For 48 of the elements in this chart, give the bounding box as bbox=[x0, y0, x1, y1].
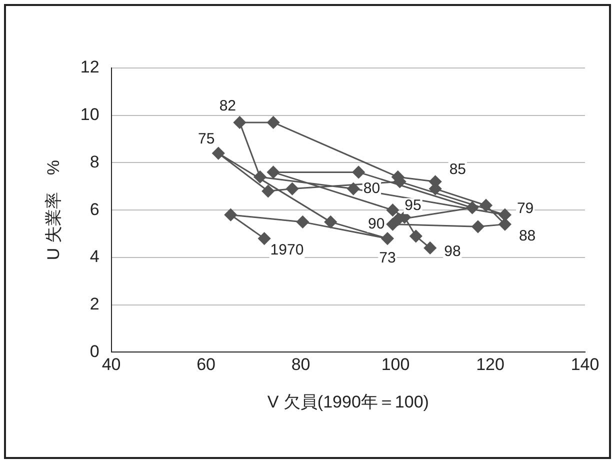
point bbox=[267, 116, 280, 129]
annotation: 90 bbox=[368, 215, 385, 232]
y-tick-label: 8 bbox=[90, 152, 100, 172]
y-axis-title: U 失業率 % bbox=[44, 160, 63, 260]
point bbox=[498, 208, 512, 222]
point bbox=[472, 220, 484, 233]
point bbox=[347, 182, 360, 196]
point bbox=[498, 218, 512, 231]
point bbox=[233, 116, 246, 129]
point bbox=[410, 230, 422, 242]
annotation: 95 bbox=[404, 197, 422, 214]
annotation: 80 bbox=[363, 180, 380, 197]
y-tick-label: 10 bbox=[80, 105, 100, 124]
x-axis-title: V 欠員(1990年＝100) bbox=[267, 392, 429, 412]
point bbox=[386, 204, 399, 216]
annotation: 1970 bbox=[270, 242, 304, 259]
x-tick-label: 60 bbox=[196, 355, 216, 374]
point bbox=[224, 208, 237, 222]
y-tick-label: 12 bbox=[80, 58, 100, 77]
annotation: 85 bbox=[449, 160, 466, 178]
point bbox=[480, 199, 492, 212]
annotation: 73 bbox=[379, 250, 396, 267]
x-tick-label: 100 bbox=[381, 355, 410, 374]
point bbox=[262, 184, 274, 198]
point bbox=[267, 166, 280, 178]
point bbox=[258, 232, 271, 245]
x-tick-label: 40 bbox=[102, 355, 121, 374]
x-tick-label: 80 bbox=[291, 355, 310, 374]
point bbox=[424, 242, 436, 254]
annotation: 88 bbox=[518, 227, 536, 244]
y-tick-label: 0 bbox=[90, 342, 100, 361]
y-tick-label: 2 bbox=[90, 294, 100, 314]
annotation: 82 bbox=[219, 98, 236, 115]
point bbox=[286, 182, 299, 196]
point bbox=[296, 216, 309, 228]
point bbox=[381, 232, 394, 245]
annotation: 79 bbox=[516, 200, 534, 217]
point bbox=[324, 216, 337, 228]
y-tick-label: 6 bbox=[90, 200, 100, 219]
point bbox=[352, 166, 365, 178]
x-tick-label: 140 bbox=[570, 355, 600, 374]
x-tick-label: 120 bbox=[476, 355, 504, 374]
point bbox=[212, 147, 225, 160]
point bbox=[254, 170, 266, 184]
point bbox=[466, 201, 479, 214]
annotation: 75 bbox=[198, 130, 215, 148]
y-tick-label: 4 bbox=[90, 247, 100, 266]
annotation: 98 bbox=[444, 243, 461, 260]
